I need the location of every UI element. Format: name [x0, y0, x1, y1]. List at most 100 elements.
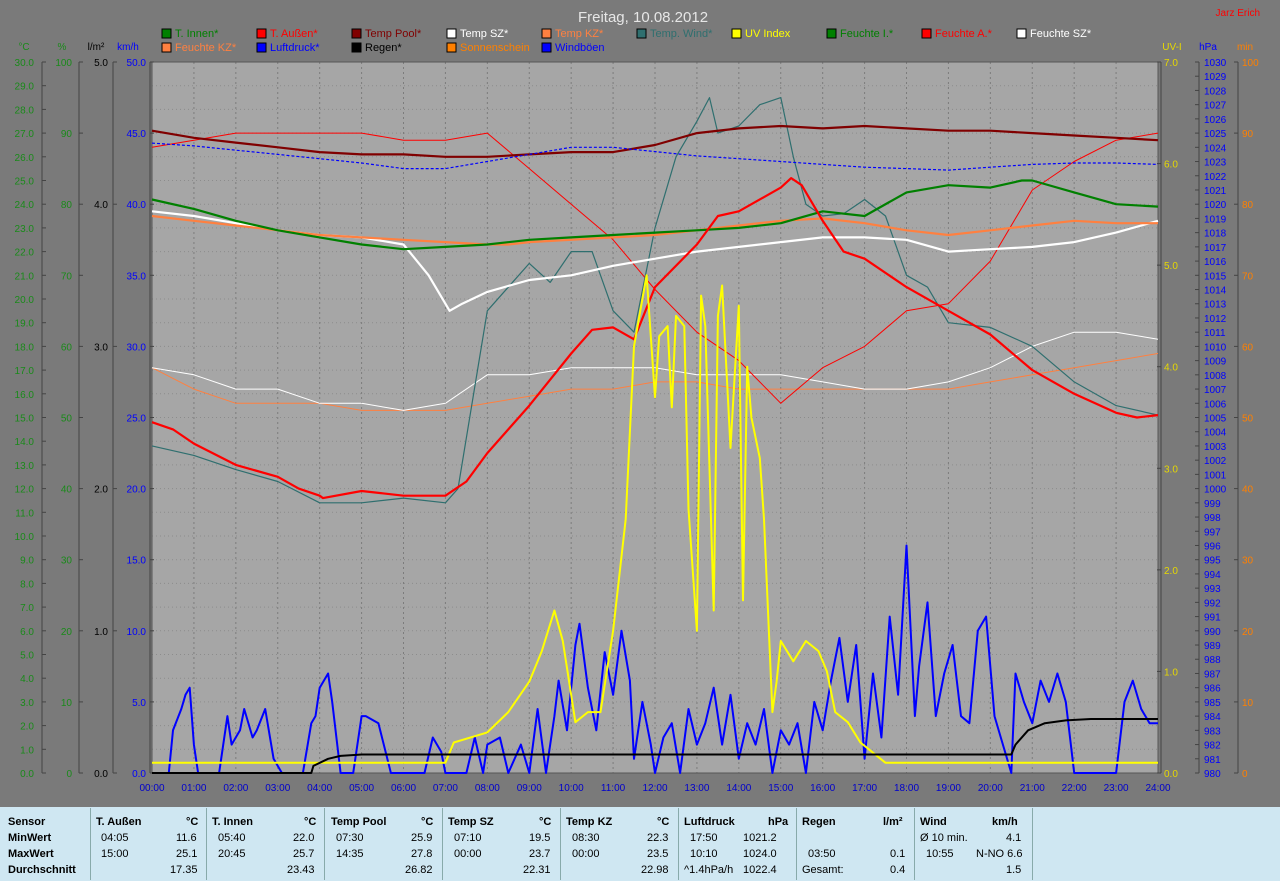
uv-axis-tick-label: 4.0 [1164, 363, 1178, 374]
pressure-axis-tick-label: 1026 [1204, 115, 1227, 126]
pressure-axis-tick-label: 988 [1204, 655, 1221, 666]
druck-avg: 1022.4 [743, 864, 777, 876]
wind-axis-tick-label: 40.0 [127, 200, 147, 211]
pool-min: 25.9 [411, 832, 433, 844]
t-aussen-max: 25.1 [176, 848, 198, 860]
pressure-axis-tick-label: 998 [1204, 513, 1221, 524]
sunshine-axis-tick-label: 10 [1242, 698, 1254, 709]
temp-axis-tick-label: 12.0 [15, 485, 35, 496]
x-tick-label: 21:00 [1020, 783, 1045, 794]
humidity-axis-tick-label: 30 [61, 556, 73, 567]
temp-axis-unit-label: °C [18, 42, 29, 53]
table-divider [560, 808, 561, 880]
hdr-sensor: Sensor [8, 816, 46, 828]
pressure-axis-tick-label: 1018 [1204, 229, 1227, 240]
legend-label: Feuchte SZ* [1030, 28, 1092, 40]
sunshine-axis-unit-label: min [1237, 42, 1253, 53]
sunshine-axis-tick-label: 20 [1242, 627, 1254, 638]
pool-min-time: 07:30 [336, 832, 364, 844]
legend-swatch [446, 28, 457, 39]
x-tick-label: 14:00 [726, 783, 751, 794]
rain-axis-tick-label: 2.0 [94, 485, 108, 496]
uv-axis-tick-label: 6.0 [1164, 160, 1178, 171]
table-divider [90, 808, 91, 880]
pressure-axis-tick-label: 1021 [1204, 186, 1227, 197]
pressure-axis-tick-label: 986 [1204, 684, 1221, 695]
pressure-axis-tick-label: 1008 [1204, 371, 1227, 382]
sunshine-axis-tick-label: 30 [1242, 556, 1254, 567]
legend-label: Temp SZ* [460, 28, 509, 40]
x-tick-label: 03:00 [265, 783, 290, 794]
humidity-axis-tick-label: 60 [61, 342, 73, 353]
temp-axis-tick-label: 20.0 [15, 295, 35, 306]
temp-axis-tick-label: 28.0 [15, 105, 35, 116]
druck-max-time: 10:10 [690, 848, 718, 860]
temp-axis-tick-label: 19.0 [15, 319, 35, 330]
temp-axis-tick-label: 30.0 [15, 58, 35, 69]
pool-max: 27.8 [411, 848, 433, 860]
legend-label: Windböen [555, 42, 605, 54]
pressure-axis-tick-label: 1017 [1204, 243, 1227, 254]
x-tick-label: 15:00 [768, 783, 793, 794]
wind-max-time: 10:55 [926, 848, 954, 860]
x-tick-label: 18:00 [894, 783, 919, 794]
x-tick-label: 17:00 [852, 783, 877, 794]
legend-swatch [351, 28, 362, 39]
legend-swatch [1016, 28, 1027, 39]
hdr-wind: Wind [920, 816, 947, 828]
temp-axis-tick-label: 17.0 [15, 366, 35, 377]
hdr-unit: °C [186, 816, 199, 828]
uv-axis-tick-label: 5.0 [1164, 261, 1178, 272]
wind-axis-tick-label: 45.0 [127, 129, 147, 140]
x-tick-label: 06:00 [391, 783, 416, 794]
legend-label: Temp. Wind* [650, 28, 713, 40]
temp-axis-tick-label: 13.0 [15, 461, 35, 472]
uv-axis-tick-label: 7.0 [1164, 58, 1178, 69]
table-divider [1032, 808, 1033, 880]
pressure-axis-tick-label: 1002 [1204, 456, 1227, 467]
x-tick-label: 19:00 [936, 783, 961, 794]
table-divider [678, 808, 679, 880]
hdr-druck: Luftdruck [684, 816, 735, 828]
series-temp-pool [151, 124, 1159, 158]
pressure-axis-tick-label: 1016 [1204, 257, 1227, 268]
wind-axis-tick-label: 20.0 [127, 485, 147, 496]
druck-min: 1021.2 [743, 832, 777, 844]
sunshine-axis-tick-label: 60 [1242, 342, 1254, 353]
pressure-axis-tick-label: 1027 [1204, 101, 1227, 112]
table-divider [914, 808, 915, 880]
chart-title: Freitag, 10.08.2012 [578, 9, 708, 26]
x-tick-label: 01:00 [181, 783, 206, 794]
x-tick-label: 10:00 [559, 783, 584, 794]
legend: T. Innen* T. Außen* Temp Pool* Temp SZ* Temp… [161, 28, 1092, 54]
pressure-axis-tick-label: 990 [1204, 627, 1221, 638]
series-luftdruck [151, 142, 1159, 171]
temp-axis-tick-label: 3.0 [20, 698, 34, 709]
humidity-axis-unit-label: % [58, 42, 67, 53]
sz-max: 23.7 [529, 848, 551, 860]
druck-min-time: 17:50 [690, 832, 718, 844]
kz-max-time: 00:00 [572, 848, 600, 860]
series-t-innen [151, 179, 1159, 251]
humidity-axis-tick-label: 20 [61, 627, 73, 638]
legend-label: Sonnenschein [460, 42, 530, 54]
kz-max: 23.5 [647, 848, 669, 860]
series-regen [152, 718, 1158, 774]
pressure-axis-tick-label: 1029 [1204, 72, 1227, 83]
sunshine-axis-tick-label: 70 [1242, 271, 1254, 282]
x-tick-label: 22:00 [1062, 783, 1087, 794]
pressure-axis-tick-label: 1013 [1204, 300, 1227, 311]
regen-sum: 0.4 [890, 864, 906, 876]
pressure-axis-tick-label: 982 [1204, 741, 1221, 752]
pressure-axis-tick-label: 999 [1204, 499, 1221, 510]
pressure-axis-tick-label: 1005 [1204, 414, 1227, 425]
row-min: MinWert [8, 832, 52, 844]
pool-max-time: 14:35 [336, 848, 364, 860]
uv-axis-tick-label: 3.0 [1164, 464, 1178, 475]
grid [151, 61, 1159, 774]
hdr-pool: Temp Pool [331, 816, 387, 828]
wind-max: N-NO 6.6 [976, 848, 1023, 860]
druck-max: 1024.0 [743, 848, 777, 860]
hdr-unit: °C [421, 816, 434, 828]
temp-axis-tick-label: 7.0 [20, 603, 34, 614]
